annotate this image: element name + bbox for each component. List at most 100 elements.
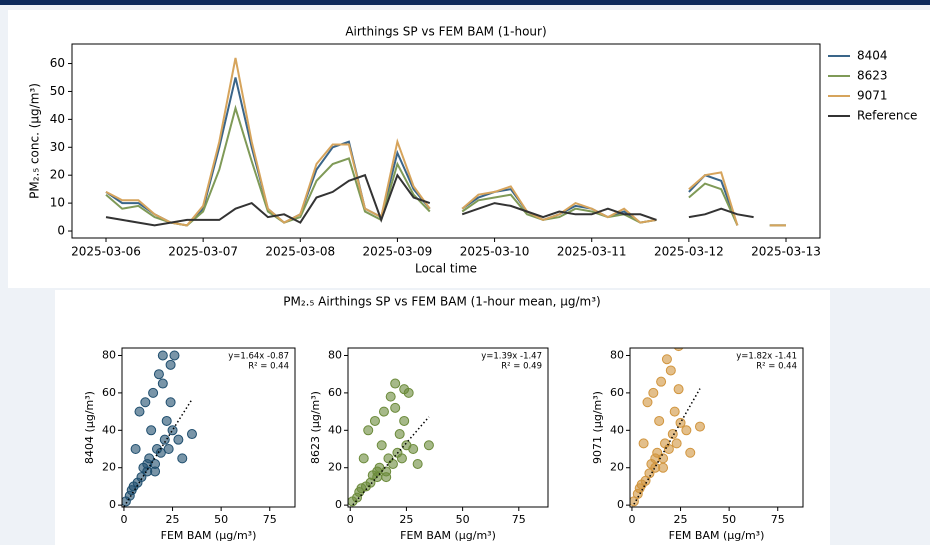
x-tick-label: 25: [166, 513, 180, 526]
point: [142, 458, 153, 469]
point: [399, 415, 410, 426]
point: [394, 429, 405, 440]
y-tick-label: 50: [50, 84, 65, 98]
y-tick-label: 40: [328, 423, 342, 436]
x-tick-label: 2025-03-12: [654, 245, 724, 259]
series-line: [105, 57, 786, 227]
fit-line: [631, 388, 701, 507]
y-tick-label: 40: [610, 423, 624, 436]
y-tick-label: 60: [102, 386, 116, 399]
y-tick-label: 20: [102, 461, 116, 474]
y-tick-label: 20: [610, 461, 624, 474]
y-tick-label: 10: [50, 196, 65, 210]
x-tick-label: 0: [347, 513, 354, 526]
top-panel: [8, 10, 930, 288]
x-axis-label: FEM BAM (µg/m³): [400, 529, 496, 542]
point: [671, 438, 682, 449]
point: [163, 444, 174, 455]
points: [630, 348, 705, 507]
points: [348, 378, 434, 507]
point: [376, 440, 387, 451]
point: [150, 466, 161, 477]
x-tick-label: 2025-03-07: [168, 245, 238, 259]
y-axis-label: 9071 (µg/m³): [591, 391, 604, 464]
annotation: y=1.64x -0.87: [228, 352, 289, 362]
point: [130, 444, 141, 455]
x-tick-label: 50: [456, 513, 470, 526]
point: [372, 466, 383, 477]
y-tick-label: 0: [617, 498, 624, 511]
annotation: y=1.82x -1.41: [736, 352, 797, 362]
x-tick-label: 2025-03-10: [460, 245, 530, 259]
y-tick-label: 40: [50, 112, 65, 126]
y-tick-label: 20: [50, 168, 65, 182]
x-axis-label: FEM BAM (µg/m³): [161, 529, 257, 542]
point: [378, 406, 389, 417]
point: [390, 378, 401, 389]
y-axis-label: 8404 (µg/m³): [83, 391, 96, 464]
point: [146, 425, 157, 436]
point: [412, 458, 423, 469]
y-tick-label: 60: [328, 386, 342, 399]
suptitle: PM₂.₅ Airthings SP vs FEM BAM (1-hour me…: [283, 295, 600, 309]
x-tick-label: 2025-03-08: [265, 245, 335, 259]
point: [385, 391, 396, 402]
y-tick-label: 80: [610, 348, 624, 361]
legend-label: Reference: [857, 109, 917, 123]
y-tick-label: 30: [50, 140, 65, 154]
point: [134, 406, 145, 417]
point: [673, 384, 684, 395]
x-tick-label: 75: [263, 513, 277, 526]
y-tick-label: 40: [102, 423, 116, 436]
point: [157, 378, 168, 389]
point: [157, 350, 168, 361]
point: [681, 425, 692, 436]
legend-label: 8404: [857, 49, 888, 63]
y-tick-label: 0: [335, 498, 342, 511]
point: [140, 397, 151, 408]
point: [390, 402, 401, 413]
chart-title: Airthings SP vs FEM BAM (1-hour): [345, 25, 546, 39]
point: [148, 387, 159, 398]
y-tick-label: 0: [109, 498, 116, 511]
x-tick-label: 75: [771, 513, 785, 526]
point: [369, 415, 380, 426]
point: [177, 453, 188, 464]
point: [165, 397, 176, 408]
point: [173, 434, 184, 445]
plot-frame: [121, 347, 296, 508]
point: [673, 348, 684, 352]
point: [638, 438, 649, 449]
x-tick-label: 2025-03-11: [557, 245, 627, 259]
point: [656, 376, 667, 387]
annotation: R² = 0.44: [248, 362, 289, 372]
point: [358, 453, 369, 464]
point: [642, 397, 653, 408]
point: [363, 425, 374, 436]
point: [165, 359, 176, 370]
x-tick-label: 2025-03-09: [363, 245, 433, 259]
legend-label: 9071: [857, 89, 888, 103]
points: [122, 350, 197, 507]
y-tick-label: 80: [328, 348, 342, 361]
point: [403, 387, 414, 398]
x-tick-label: 50: [722, 513, 736, 526]
point: [169, 350, 180, 361]
point: [658, 462, 669, 473]
x-tick-label: 0: [120, 513, 127, 526]
y-axis-label: PM₂.₅ conc. (µg/m³): [28, 83, 42, 199]
point: [161, 415, 172, 426]
plot-frame: [71, 43, 821, 239]
point: [396, 453, 407, 464]
y-tick-label: 20: [328, 461, 342, 474]
point: [654, 415, 665, 426]
point: [381, 472, 392, 483]
x-tick-label: 25: [674, 513, 688, 526]
legend-label: 8623: [857, 69, 888, 83]
point: [159, 434, 170, 445]
point: [167, 425, 178, 436]
fit-line: [123, 398, 193, 507]
point: [694, 421, 705, 432]
point: [663, 444, 674, 455]
